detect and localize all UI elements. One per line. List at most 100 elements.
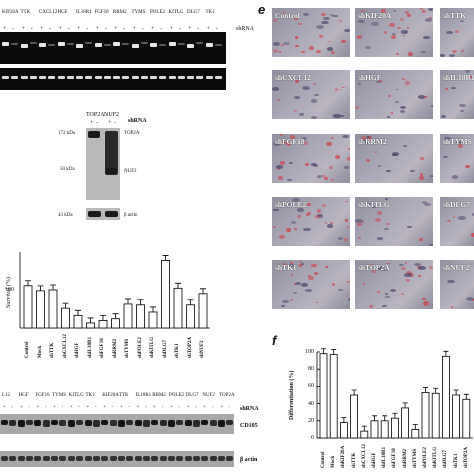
cell-speck — [277, 175, 284, 180]
cell-speck — [281, 203, 285, 206]
gel-bottom — [0, 68, 226, 90]
cd105-label: CD105 — [240, 423, 258, 429]
diff-errorbar — [382, 415, 388, 421]
actin-band — [67, 456, 75, 461]
cd105-lane-sign: + — [119, 405, 123, 410]
lane-sign: - — [67, 26, 70, 32]
survival-errorbar — [200, 288, 206, 294]
cell-speck — [423, 35, 431, 39]
cell-speck — [369, 263, 374, 266]
cell-speck — [384, 228, 389, 231]
cd105-lane-sign: + — [220, 405, 223, 410]
lane-label: DLG7 — [187, 10, 200, 15]
cell-speck — [358, 236, 362, 239]
cell-speck — [445, 87, 448, 90]
cell-speck — [399, 105, 406, 109]
diff-category-label: shCXCL12 — [361, 444, 367, 468]
cell-speck — [451, 86, 456, 90]
cell-speck — [345, 200, 348, 203]
diff-category-label: shKITLG — [433, 446, 439, 468]
lane-label: HGF — [57, 10, 68, 15]
sign: - — [114, 120, 116, 126]
diff-bar — [391, 417, 399, 439]
actin-band — [59, 456, 67, 461]
cell-speck — [326, 224, 334, 228]
cell-speck — [289, 264, 295, 267]
cell-speck — [420, 8, 423, 11]
cell-speck — [441, 115, 447, 118]
survival-errorbar — [87, 317, 94, 323]
cell-speck — [317, 213, 323, 217]
diff-bar — [329, 354, 338, 439]
survival-category-label: shNUF2 — [200, 340, 205, 358]
cell-speck — [347, 157, 350, 162]
cell-speck — [361, 136, 367, 140]
cd105-lane-label: TTK — [118, 393, 129, 398]
cd105-lane-sign: - — [161, 405, 164, 410]
cell-speck — [286, 202, 293, 206]
cell-speck — [310, 99, 318, 103]
gel-band — [168, 42, 176, 46]
cd105-band — [51, 420, 59, 425]
cell-speck — [421, 10, 427, 14]
cell-speck — [347, 148, 350, 151]
cell-speck — [282, 41, 291, 46]
cell-speck — [444, 136, 451, 140]
microscopy-tile-label: shTYMS — [443, 137, 472, 146]
diff-errorbar — [392, 412, 398, 419]
cell-speck — [293, 95, 300, 99]
cd105-lane-sign: + — [36, 405, 40, 410]
lane-sign: - — [215, 26, 218, 32]
diff-bar — [421, 392, 430, 439]
diff-ytick: 100 — [305, 349, 314, 355]
mw-50: 50 kDa — [60, 167, 75, 172]
gel-band-control — [94, 76, 102, 79]
cell-speck — [461, 50, 464, 53]
cell-speck — [328, 166, 333, 170]
lane-sign: + — [3, 26, 7, 32]
cell-speck — [302, 86, 311, 90]
actin-band — [209, 456, 217, 461]
cell-speck — [294, 228, 297, 230]
cell-speck — [371, 205, 378, 209]
cell-speck — [333, 114, 341, 118]
mw-43: 43 kDa — [58, 213, 73, 218]
cell-speck — [272, 87, 279, 91]
cd105-band — [109, 420, 117, 426]
microscopy-tile: shPOLE2 — [272, 197, 350, 246]
microscopy-tile-label: shPOLE2 — [275, 200, 307, 209]
actin-band — [168, 456, 175, 461]
gel-band-control — [113, 76, 120, 79]
cell-speck — [385, 296, 390, 299]
cell-speck — [386, 116, 391, 119]
cell-speck — [371, 22, 379, 27]
survival-tick-100: 100 — [5, 287, 14, 293]
cell-speck — [421, 50, 427, 54]
cd105-band — [209, 420, 217, 426]
diff-errorbar — [433, 387, 439, 394]
survival-category-label: shHGF — [75, 342, 80, 358]
cell-speck — [385, 293, 389, 295]
cell-speck — [298, 113, 305, 116]
cell-speck — [394, 101, 399, 104]
cell-speck — [328, 40, 331, 43]
cd105-lane-label: IL18R1 — [135, 393, 152, 398]
cell-speck — [324, 265, 328, 269]
microscopy-tile: shKIF20A — [355, 8, 433, 57]
lane-label: POLE2 — [150, 10, 165, 15]
diff-errorbar — [402, 402, 408, 408]
cell-speck — [326, 47, 334, 51]
cell-speck — [381, 267, 388, 272]
diff-errorbar — [361, 425, 367, 432]
cell-speck — [320, 12, 326, 17]
survival-errorbar — [112, 313, 119, 319]
cell-speck — [417, 265, 426, 270]
survival-errorbar — [25, 280, 31, 286]
cell-speck — [344, 238, 348, 242]
diff-bar — [360, 430, 369, 439]
cell-speck — [390, 35, 396, 39]
cell-speck — [310, 264, 315, 267]
sign: + — [108, 120, 112, 126]
cd105-band — [151, 420, 159, 425]
actin-band — [34, 456, 42, 461]
